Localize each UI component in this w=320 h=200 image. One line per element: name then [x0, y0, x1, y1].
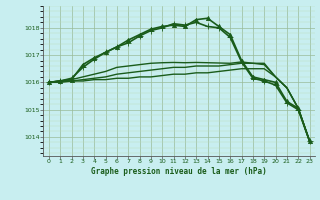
- X-axis label: Graphe pression niveau de la mer (hPa): Graphe pression niveau de la mer (hPa): [91, 167, 267, 176]
